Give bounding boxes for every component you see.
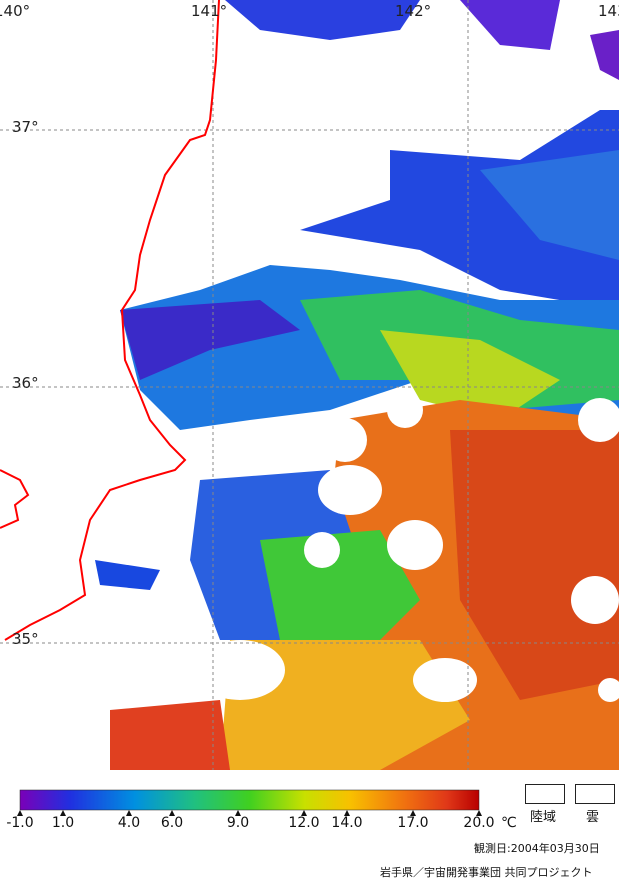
legend-tick-label: 4.0	[117, 815, 141, 831]
temperature-legend	[17, 789, 482, 816]
cloud-key-label: 雲	[586, 810, 600, 825]
sst-cold-north	[225, 0, 619, 310]
legend-tick-label: 14.0	[331, 815, 363, 831]
legend-ticks	[17, 810, 482, 816]
legend-unit: ℃	[501, 815, 517, 831]
legend-tick-label: 17.0	[397, 815, 429, 831]
coastline	[4, 0, 220, 641]
latitude-label: 37°	[12, 118, 39, 136]
cloud-key-swatch	[575, 784, 615, 804]
sst-mid-band	[120, 265, 619, 430]
coastline-small-inlet	[0, 469, 30, 529]
legend-tick-label: 20.0	[463, 815, 495, 831]
observation-date: 観測日:2004年03月30日	[474, 842, 600, 855]
latitude-label: 36°	[12, 374, 39, 392]
legend-colorbar	[19, 789, 480, 811]
legend-tick-label: 6.0	[160, 815, 184, 831]
longitude-label: 140°	[0, 2, 31, 20]
credit-line: 岩手県／宇宙開発事業団 共同プロジェクト	[380, 866, 593, 879]
sea-surface-temperature-map	[0, 0, 619, 770]
longitude-label: 143°	[598, 2, 619, 20]
land-key-swatch	[525, 784, 565, 804]
longitude-label: 142°	[395, 2, 432, 20]
latitude-label: 35°	[12, 630, 39, 648]
legend-tick-label: 12.0	[288, 815, 320, 831]
legend-tick-label: 9.0	[226, 815, 250, 831]
longitude-label: 141°	[191, 2, 228, 20]
graticule	[0, 0, 619, 770]
legend-tick-label: 1.0	[51, 815, 75, 831]
land-key-label: 陸域	[530, 810, 557, 825]
legend-tick-label: -1.0	[6, 815, 34, 831]
cloud-masks	[195, 392, 619, 702]
